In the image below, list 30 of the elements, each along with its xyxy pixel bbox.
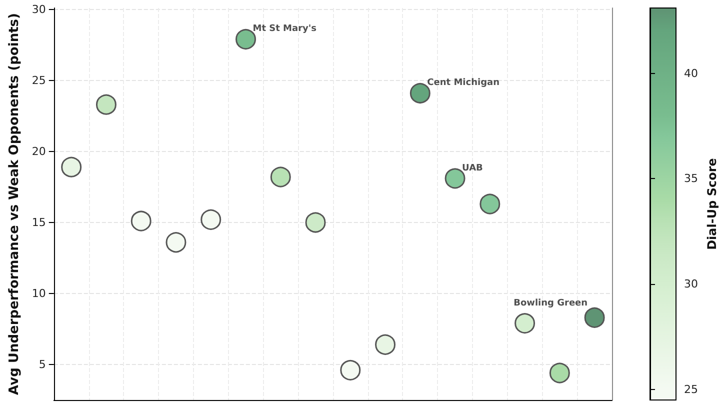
y-tick-label: 15	[32, 216, 46, 229]
point	[480, 194, 500, 214]
data-label: Bowling Green	[514, 298, 588, 309]
point	[514, 313, 536, 334]
point	[166, 232, 186, 253]
y-tick-label: 20	[32, 144, 46, 158]
y-tick-label: 10	[32, 286, 46, 300]
point	[61, 156, 82, 178]
y-tick-label: 30	[32, 2, 46, 16]
color-bar-label: 40	[684, 66, 698, 80]
point	[130, 210, 152, 232]
point	[549, 362, 570, 384]
data-label: Mt St Mary's	[252, 24, 317, 34]
color-bar-label: 30	[684, 278, 698, 291]
data-label: Cent Michigan	[427, 78, 500, 88]
data-label: UAB	[462, 163, 484, 174]
y-tick-label: 5	[38, 358, 46, 371]
y-axis-title: Avg Underperformance vs Weak Opponents (points)	[7, 13, 22, 395]
point	[305, 212, 326, 233]
point	[375, 334, 396, 355]
point	[340, 360, 361, 380]
point	[200, 209, 222, 230]
color-bar-label: 35	[684, 172, 698, 186]
color-bar-title: Dial-Up Score	[705, 158, 719, 250]
point	[270, 166, 291, 188]
point	[584, 307, 605, 328]
point	[96, 94, 116, 115]
point	[236, 29, 256, 50]
y-tick-label: 25	[32, 74, 46, 87]
color-bar-label: 25	[684, 382, 698, 396]
